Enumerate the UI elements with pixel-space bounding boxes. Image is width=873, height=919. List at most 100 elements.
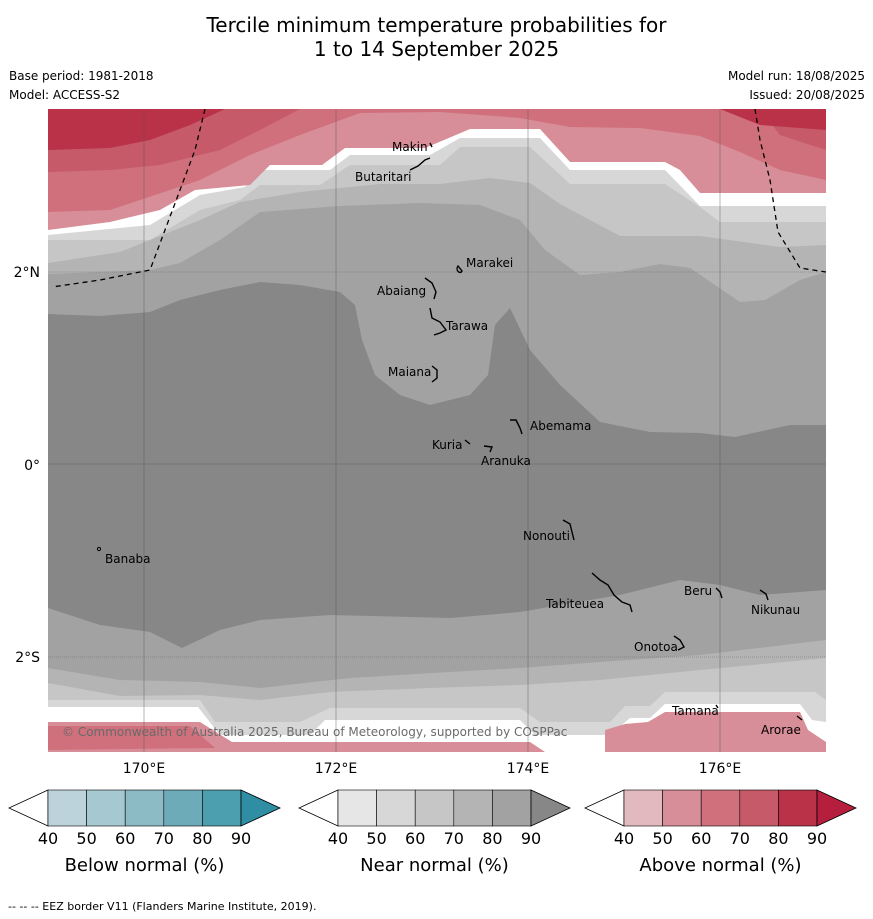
colorbar-tick: 60 <box>691 829 711 848</box>
butaritari-island <box>409 157 431 171</box>
colorbar-tick: 40 <box>328 829 348 848</box>
colorbar-low-extend <box>8 789 49 827</box>
colorbar-segment <box>778 789 818 827</box>
colorbar-tick: 60 <box>405 829 425 848</box>
lon-label-172: 172°E <box>315 761 358 777</box>
base-period: Base period: 1981-2018 <box>9 69 154 83</box>
colorbar-segment <box>376 789 416 827</box>
kuria-island <box>464 439 471 445</box>
colorbar-tick: 50 <box>76 829 96 848</box>
band-above-50-south <box>48 726 215 750</box>
colorbar-tick: 90 <box>807 829 827 848</box>
colorbar-1: 40 50 60 70 80 90 Near normal (%) <box>298 789 571 876</box>
banaba-island <box>96 546 102 552</box>
title-line-2: 1 to 14 September 2025 <box>313 37 560 61</box>
band-above-40-south <box>48 712 826 752</box>
abemama-island <box>510 419 523 435</box>
colorbar-tick: 80 <box>482 829 502 848</box>
lat-label-0: 0° <box>24 458 40 474</box>
title-line-1: Tercile minimum temperature probabilitie… <box>206 13 667 37</box>
colorbar-tick: 90 <box>521 829 541 848</box>
colorbar-segment <box>662 789 702 827</box>
colorbar-segment <box>492 789 532 827</box>
beru-island <box>715 587 723 599</box>
colorbar-segment <box>337 789 377 827</box>
label-marakei: Marakei <box>466 256 513 270</box>
model-name: Model: ACCESS-S2 <box>9 88 121 102</box>
arorae-island <box>796 715 803 721</box>
colorbar-segment <box>700 789 741 827</box>
colorbar-low-extend <box>584 789 625 827</box>
colorbar-segment <box>124 789 165 827</box>
label-tarawa: Tarawa <box>445 319 488 333</box>
tabiteuea-island <box>591 572 633 613</box>
maiana-island <box>431 365 438 383</box>
eez-border-east <box>754 109 826 273</box>
colorbar-label: Below normal (%) <box>65 855 225 876</box>
tamana-island <box>715 704 719 709</box>
colorbars: 40 50 60 70 80 90 Below normal (%) 40 50 60 70 80 90… <box>8 789 857 876</box>
lon-label-174: 174°E <box>507 761 550 777</box>
label-onotoa: Onotoa <box>634 640 678 654</box>
colorbar-tick: 90 <box>231 829 251 848</box>
label-tamana: Tamana <box>671 704 719 718</box>
label-aranuka: Aranuka <box>481 454 531 468</box>
marakei-island <box>456 264 463 274</box>
colorbar-2: 40 50 60 70 80 90 Above normal (%) <box>584 789 857 876</box>
colorbar-segment <box>414 789 455 827</box>
colorbar-tick: 40 <box>614 829 634 848</box>
colorbar-segment <box>739 789 779 827</box>
label-nikunau: Nikunau <box>751 603 800 617</box>
label-tabiteuea: Tabiteuea <box>545 597 604 611</box>
abaiang-island <box>424 277 437 300</box>
colorbar-tick: 70 <box>444 829 464 848</box>
model-run: Model run: 18/08/2025 <box>727 69 865 83</box>
label-abemama: Abemama <box>530 419 591 433</box>
label-banaba: Banaba <box>105 552 151 566</box>
colorbar-label: Above normal (%) <box>639 855 801 876</box>
colorbar-segment <box>453 789 493 827</box>
label-makin: Makin <box>392 140 428 154</box>
colorbar-tick: 40 <box>38 829 58 848</box>
colorbar-label: Near normal (%) <box>360 855 509 876</box>
lat-label-2n: 2°N <box>14 265 40 281</box>
colorbar-tick: 50 <box>652 829 672 848</box>
tarawa-island <box>429 307 448 336</box>
colorbar-segment <box>202 789 242 827</box>
label-kuria: Kuria <box>432 438 463 452</box>
label-nonouti: Nonouti <box>523 529 570 543</box>
label-arorae: Arorae <box>761 723 801 737</box>
lon-label-176: 176°E <box>699 761 742 777</box>
colorbar-tick: 50 <box>366 829 386 848</box>
label-abaiang: Abaiang <box>377 284 426 298</box>
colorbar-tick: 80 <box>768 829 788 848</box>
colorbar-tick: 70 <box>154 829 174 848</box>
colorbar-segment <box>163 789 203 827</box>
colorbar-tick: 70 <box>730 829 750 848</box>
label-butaritari: Butaritari <box>355 170 412 184</box>
eez-border-west <box>51 109 206 288</box>
colorbar-tick: 60 <box>115 829 135 848</box>
aranuka-island <box>483 445 493 453</box>
colorbar-high-extend <box>530 789 571 827</box>
colorbar-segment <box>623 789 663 827</box>
label-beru: Beru <box>684 584 712 598</box>
colorbar-segment <box>86 789 126 827</box>
label-maiana: Maiana <box>388 365 431 379</box>
band-above-60-north <box>48 109 826 172</box>
colorbar-high-extend <box>816 789 857 827</box>
copyright: © Commonwealth of Australia 2025, Bureau… <box>62 725 567 739</box>
band-above-70-north <box>48 109 826 150</box>
colorbar-segment <box>47 789 87 827</box>
nikunau-island <box>759 589 769 601</box>
makin-island <box>429 142 433 148</box>
nonouti-island <box>562 519 575 541</box>
colorbar-tick: 80 <box>192 829 212 848</box>
lat-label-2s: 2°S <box>15 650 40 666</box>
footer-eez-note: -- -- -- EEZ border V11 (Flanders Marine… <box>8 900 317 913</box>
colorbar-0: 40 50 60 70 80 90 Below normal (%) <box>8 789 281 876</box>
colorbar-low-extend <box>298 789 339 827</box>
onotoa-island <box>673 635 685 651</box>
colorbar-high-extend <box>240 789 281 827</box>
